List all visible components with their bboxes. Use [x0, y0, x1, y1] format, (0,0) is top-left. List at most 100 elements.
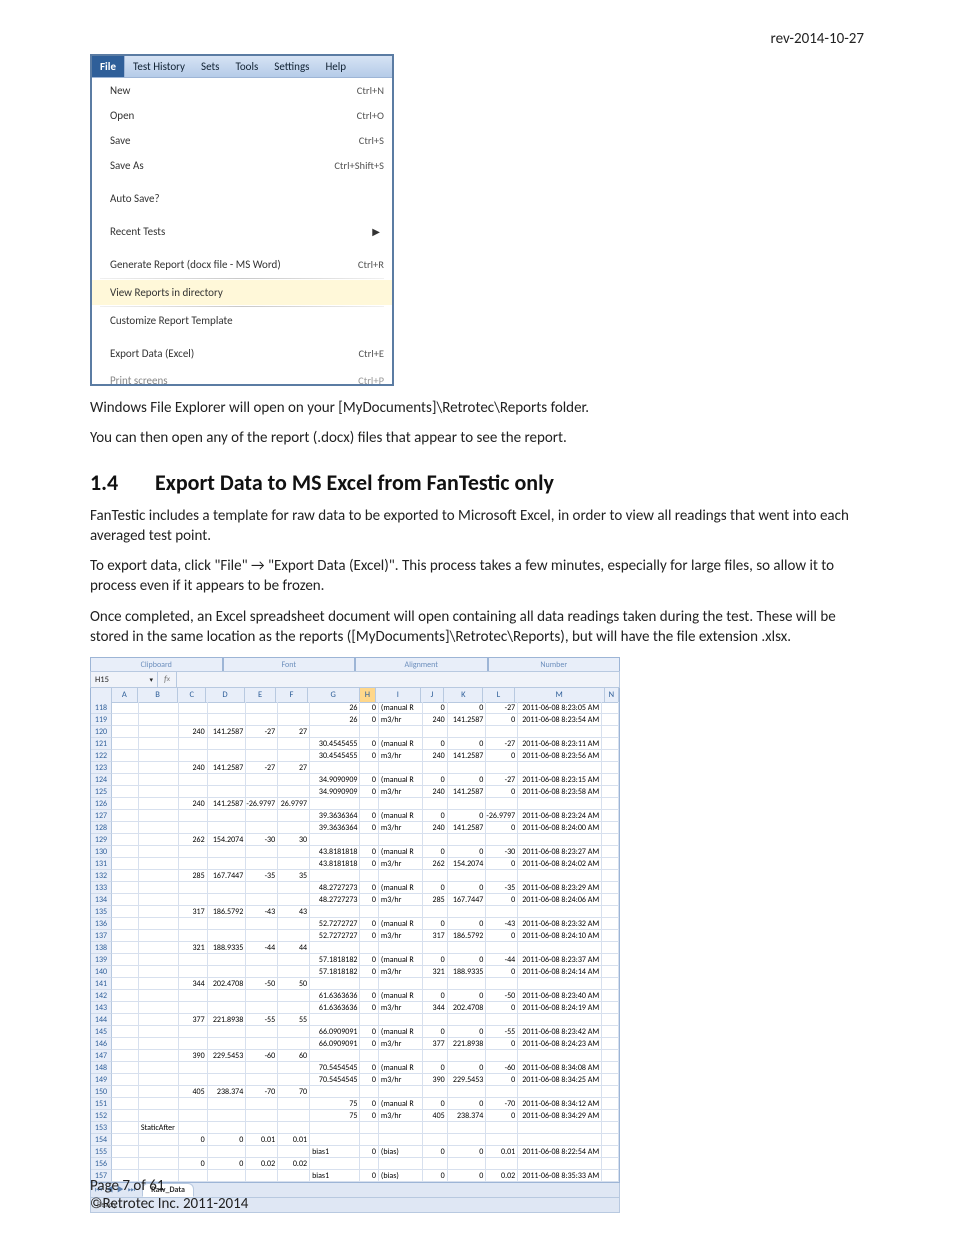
cell[interactable]	[112, 1002, 139, 1014]
cell[interactable]: 0.02	[246, 1158, 278, 1170]
cell[interactable]: 0	[360, 1098, 378, 1110]
menu-item-recent-tests[interactable]: Recent Tests▶	[92, 219, 392, 244]
cell[interactable]	[602, 990, 619, 1002]
cell[interactable]	[360, 1134, 378, 1146]
row-header[interactable]: 131	[91, 858, 112, 870]
cell[interactable]	[139, 858, 179, 870]
cell[interactable]	[139, 738, 179, 750]
cell[interactable]: 43	[278, 906, 310, 918]
menubar-item-sets[interactable]: Sets	[193, 56, 227, 77]
cell[interactable]	[602, 846, 619, 858]
cell[interactable]: 0	[360, 1062, 378, 1074]
cell[interactable]: 0	[360, 1146, 378, 1158]
row-header[interactable]: 122	[91, 750, 112, 762]
cell[interactable]	[360, 906, 378, 918]
cell[interactable]	[602, 1074, 619, 1086]
cell[interactable]	[602, 1026, 619, 1038]
cell[interactable]	[518, 1134, 602, 1146]
cell[interactable]	[486, 726, 518, 738]
cell[interactable]: 390	[423, 1074, 448, 1086]
cell[interactable]	[360, 942, 378, 954]
cell[interactable]	[139, 810, 179, 822]
cell[interactable]: 0	[208, 1158, 247, 1170]
cell[interactable]: 0	[360, 930, 378, 942]
cell[interactable]	[602, 930, 619, 942]
cell[interactable]: (bias)	[379, 1146, 423, 1158]
cell[interactable]: 39.3636364	[310, 810, 360, 822]
cell[interactable]: bias1	[310, 1170, 360, 1182]
cell[interactable]	[278, 810, 310, 822]
menu-item-view-reports-in-directory[interactable]: View Reports in directory	[92, 280, 392, 305]
cell[interactable]	[518, 726, 602, 738]
cell[interactable]: 321	[179, 942, 208, 954]
cell[interactable]: -26.9797	[486, 810, 518, 822]
cell[interactable]	[602, 1134, 619, 1146]
cell[interactable]	[208, 930, 247, 942]
cell[interactable]: -44	[486, 954, 518, 966]
cell[interactable]	[208, 1002, 247, 1014]
cell[interactable]	[179, 1038, 208, 1050]
cell[interactable]	[518, 762, 602, 774]
cell[interactable]: 52.7272727	[310, 930, 360, 942]
cell[interactable]	[379, 834, 423, 846]
cell[interactable]	[246, 702, 278, 714]
cell[interactable]	[602, 942, 619, 954]
cell[interactable]	[379, 726, 423, 738]
cell[interactable]	[179, 894, 208, 906]
row-header[interactable]: 143	[91, 1002, 112, 1014]
cell[interactable]	[278, 774, 310, 786]
cell[interactable]	[112, 882, 139, 894]
cell[interactable]	[139, 990, 179, 1002]
cell[interactable]: 0	[423, 810, 448, 822]
cell[interactable]	[423, 1086, 448, 1098]
cell[interactable]: 2011-06-08 8:23:56 AM	[518, 750, 602, 762]
cell[interactable]: 141.2587	[448, 786, 487, 798]
cell[interactable]: 186.5792	[448, 930, 487, 942]
cell[interactable]: -35	[486, 882, 518, 894]
cell[interactable]	[602, 918, 619, 930]
cell[interactable]	[112, 930, 139, 942]
cell[interactable]: 2011-06-08 8:35:33 AM	[518, 1170, 602, 1182]
row-header[interactable]: 152	[91, 1110, 112, 1122]
row-header[interactable]: 125	[91, 786, 112, 798]
row-header[interactable]: 140	[91, 966, 112, 978]
cell[interactable]	[360, 762, 378, 774]
cell[interactable]	[310, 1086, 360, 1098]
cell[interactable]: 0	[448, 954, 487, 966]
cell[interactable]	[208, 822, 247, 834]
cell[interactable]	[423, 1158, 448, 1170]
cell[interactable]	[112, 1134, 139, 1146]
cell[interactable]: 30	[278, 834, 310, 846]
cell[interactable]	[486, 870, 518, 882]
cell[interactable]	[139, 882, 179, 894]
cell[interactable]	[139, 726, 179, 738]
cell[interactable]: 0	[486, 1002, 518, 1014]
cell[interactable]	[602, 1002, 619, 1014]
column-header-G[interactable]: G	[308, 688, 360, 703]
cell[interactable]	[360, 870, 378, 882]
menu-item-save-as[interactable]: Save AsCtrl+Shift+S	[92, 153, 392, 178]
cell[interactable]: 0	[423, 702, 448, 714]
cell[interactable]	[246, 1170, 278, 1182]
cell[interactable]: 2011-06-08 8:23:40 AM	[518, 990, 602, 1002]
cell[interactable]	[246, 738, 278, 750]
cell[interactable]	[112, 726, 139, 738]
select-all-corner[interactable]	[91, 688, 112, 703]
cell[interactable]	[518, 1050, 602, 1062]
cell[interactable]	[379, 798, 423, 810]
cell[interactable]	[246, 1122, 278, 1134]
cell[interactable]	[112, 906, 139, 918]
cell[interactable]	[518, 798, 602, 810]
cell[interactable]: 61.6363636	[310, 1002, 360, 1014]
cell[interactable]	[139, 894, 179, 906]
cell[interactable]: 238.374	[208, 1086, 247, 1098]
cell[interactable]	[448, 726, 487, 738]
cell[interactable]: 317	[423, 930, 448, 942]
cell[interactable]	[379, 1158, 423, 1170]
cell[interactable]	[602, 1158, 619, 1170]
cell[interactable]: m3/hr	[379, 714, 423, 726]
cell[interactable]: 27	[278, 762, 310, 774]
cell[interactable]	[208, 1146, 247, 1158]
cell[interactable]	[310, 798, 360, 810]
cell[interactable]	[486, 1050, 518, 1062]
